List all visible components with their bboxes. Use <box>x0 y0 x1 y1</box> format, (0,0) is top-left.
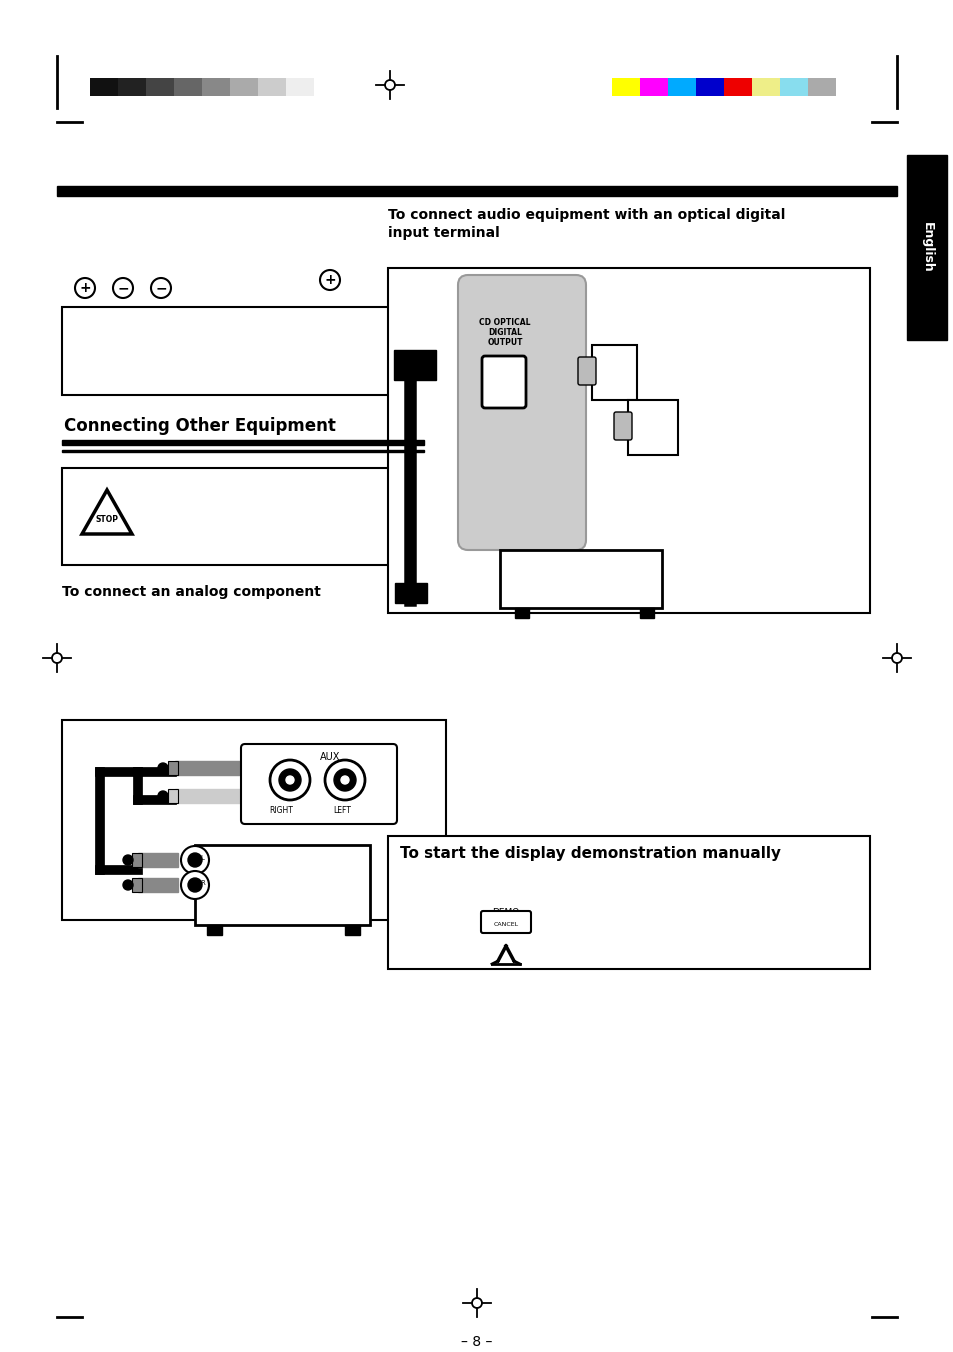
Bar <box>62 468 423 565</box>
FancyBboxPatch shape <box>241 744 396 823</box>
Bar <box>230 78 257 96</box>
Circle shape <box>188 877 202 892</box>
Text: −: − <box>117 281 129 295</box>
Circle shape <box>286 776 294 784</box>
Text: AUX: AUX <box>319 752 340 763</box>
Bar <box>723 78 751 96</box>
Bar <box>62 721 446 919</box>
Bar <box>62 450 423 452</box>
Bar <box>807 78 835 96</box>
Text: English: English <box>920 222 933 272</box>
Circle shape <box>278 769 301 791</box>
FancyBboxPatch shape <box>481 356 525 408</box>
Text: CANCEL: CANCEL <box>493 922 518 927</box>
FancyBboxPatch shape <box>457 274 585 550</box>
Text: – 8 –: – 8 – <box>461 1334 492 1349</box>
Bar <box>751 78 780 96</box>
Bar <box>138 853 178 867</box>
FancyBboxPatch shape <box>578 357 596 385</box>
Bar <box>90 78 118 96</box>
Bar <box>168 790 178 803</box>
FancyBboxPatch shape <box>614 412 631 439</box>
Bar <box>173 78 202 96</box>
Text: CD OPTICAL: CD OPTICAL <box>478 318 530 327</box>
Bar <box>667 78 696 96</box>
Circle shape <box>270 760 310 800</box>
Circle shape <box>181 846 209 873</box>
Text: L: L <box>200 854 204 861</box>
Text: +: + <box>79 281 91 295</box>
Bar <box>612 78 639 96</box>
Circle shape <box>158 791 168 800</box>
Bar <box>62 441 423 445</box>
Bar <box>780 78 807 96</box>
Text: +: + <box>324 273 335 287</box>
Bar <box>174 761 247 775</box>
Text: RIGHT: RIGHT <box>269 806 293 815</box>
Bar <box>286 78 314 96</box>
Circle shape <box>325 760 365 800</box>
Text: R: R <box>200 880 205 886</box>
Bar <box>207 925 222 936</box>
Text: To connect audio equipment with an optical digital
input terminal: To connect audio equipment with an optic… <box>388 208 784 241</box>
Bar <box>62 307 423 395</box>
Bar <box>257 78 286 96</box>
Bar <box>639 78 667 96</box>
Bar <box>696 78 723 96</box>
Circle shape <box>334 769 355 791</box>
Bar <box>202 78 230 96</box>
Bar <box>57 187 896 196</box>
Text: To start the display demonstration manually: To start the display demonstration manua… <box>399 846 781 861</box>
Bar <box>138 877 178 892</box>
Text: STOP: STOP <box>95 515 118 525</box>
Bar <box>132 877 142 892</box>
Bar <box>388 836 869 969</box>
Circle shape <box>123 880 132 890</box>
Bar <box>174 790 247 803</box>
Bar <box>627 400 678 456</box>
Text: OUTPUT: OUTPUT <box>487 338 522 347</box>
Bar <box>194 845 370 925</box>
Bar <box>639 608 654 618</box>
Bar <box>388 268 869 612</box>
Text: DIGITAL: DIGITAL <box>488 329 521 337</box>
Bar <box>168 761 178 775</box>
Text: To connect an analog component: To connect an analog component <box>62 585 320 599</box>
Text: −: − <box>155 281 167 295</box>
Bar <box>132 853 142 867</box>
Circle shape <box>188 853 202 867</box>
Bar <box>345 925 359 936</box>
Bar <box>394 350 436 380</box>
Circle shape <box>181 871 209 899</box>
Circle shape <box>158 763 168 773</box>
Circle shape <box>123 854 132 865</box>
Bar <box>592 345 637 400</box>
Bar <box>515 608 529 618</box>
FancyBboxPatch shape <box>480 911 531 933</box>
Bar <box>146 78 173 96</box>
Text: LEFT: LEFT <box>333 806 351 815</box>
Bar <box>395 583 427 603</box>
Text: Connecting Other Equipment: Connecting Other Equipment <box>64 416 335 435</box>
Text: DEMO: DEMO <box>492 909 519 917</box>
Bar <box>499 550 661 608</box>
Bar <box>906 155 946 339</box>
Circle shape <box>340 776 349 784</box>
Bar <box>118 78 146 96</box>
